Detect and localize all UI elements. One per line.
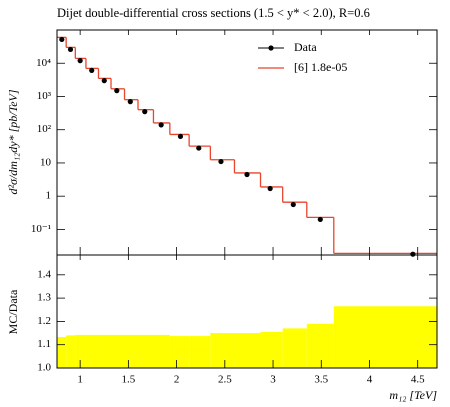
y-tick-label: 1.4 xyxy=(37,268,51,280)
y-tick-label: 1.1 xyxy=(37,338,51,350)
ratio-bar xyxy=(98,334,112,368)
chart-title: Dijet double-differential cross sections… xyxy=(57,6,370,20)
ratio-bar xyxy=(85,334,99,368)
ratio-bar xyxy=(333,306,437,368)
ratio-bar xyxy=(66,335,76,368)
legend-marker xyxy=(268,45,274,51)
x-tick-label: 2.5 xyxy=(218,374,232,386)
ratio-bar xyxy=(210,333,235,368)
data-point xyxy=(114,88,120,94)
x-tick-label: 4 xyxy=(367,374,373,386)
panel-frame xyxy=(56,29,438,256)
ratio-bar xyxy=(306,323,334,368)
x-tick-label: 4.5 xyxy=(411,374,425,386)
x-tick-label: 1.5 xyxy=(121,374,135,386)
legend-label: [6] 1.8e-05 xyxy=(294,60,347,74)
data-point xyxy=(290,201,296,208)
ratio-bar xyxy=(138,334,154,368)
ratio-y-axis-label: MC/Data xyxy=(6,289,20,334)
panel-frame xyxy=(56,254,438,369)
ratio-bar xyxy=(57,337,67,368)
data-point xyxy=(317,216,323,223)
data-point xyxy=(101,78,107,84)
x-tick-label: 2 xyxy=(174,374,180,386)
y-tick-label: 1 xyxy=(46,190,52,202)
data-point xyxy=(89,67,95,73)
data-point xyxy=(196,145,202,151)
ratio-bar xyxy=(111,334,125,368)
ratio-bar xyxy=(75,334,86,368)
ratio-bar xyxy=(169,336,190,368)
data-point xyxy=(177,133,184,139)
legend-label: Data xyxy=(294,40,317,54)
data-point xyxy=(77,58,83,64)
y-tick-label: 1.2 xyxy=(37,315,51,327)
x-tick-label: 1 xyxy=(77,374,83,386)
data-point xyxy=(127,99,133,105)
y-tick-label: 10 xyxy=(40,156,52,168)
data-point xyxy=(67,46,74,53)
ratio-bar xyxy=(282,328,307,368)
data-point xyxy=(267,185,273,192)
ratio-bar xyxy=(153,334,170,368)
x-axis-label: m₁₂ [TeV] xyxy=(389,388,437,402)
y-tick-label: 1.3 xyxy=(37,292,51,304)
data-point xyxy=(410,251,416,257)
data-point xyxy=(158,122,164,128)
x-tick-label: 3 xyxy=(270,374,276,386)
ratio-bar xyxy=(189,336,211,368)
y-tick-label: 10⁴ xyxy=(36,57,51,69)
y-tick-label: 10⁻¹ xyxy=(31,223,51,235)
y-tick-label: 10² xyxy=(37,123,52,135)
ratio-bar xyxy=(234,333,261,368)
data-point xyxy=(218,158,224,165)
y-tick-label: 1.0 xyxy=(37,362,51,374)
y-tick-label: 10³ xyxy=(37,90,52,102)
ratio-bar xyxy=(260,331,283,368)
y-axis-label: d²σ/dm₁₂dy* [pb/TeV] xyxy=(6,89,20,194)
data-point xyxy=(244,171,250,178)
x-tick-label: 3.5 xyxy=(314,374,328,386)
data-point xyxy=(142,109,148,115)
ratio-bar xyxy=(124,334,139,368)
data-point xyxy=(59,36,65,43)
